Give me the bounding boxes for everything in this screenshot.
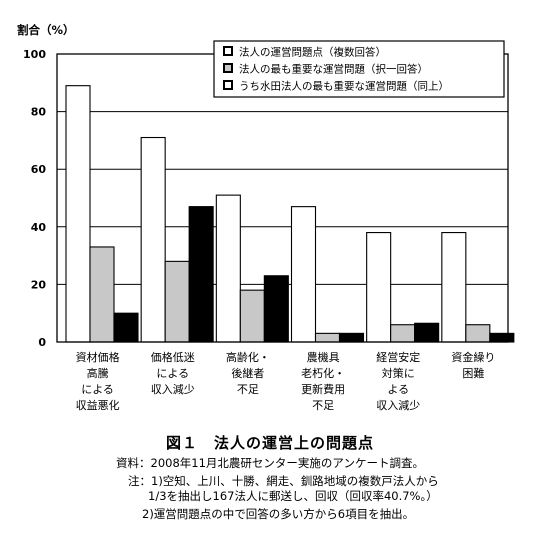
gridlines: [57, 111, 508, 285]
bar-s3-c3: [263, 275, 289, 343]
bar-s2-c4: [314, 332, 341, 343]
category-label: 困難: [462, 367, 484, 380]
y-tick-labels: 0 20 40 60 80 100: [23, 48, 46, 349]
figure-source: 資料：2008年11月北農研センター実施のアンケート調査。: [116, 456, 424, 470]
y-axis-label: 割合（%）: [17, 23, 75, 37]
legend-label-3: うち水田法人の最も重要な運営問題（同上）: [239, 80, 449, 93]
bar-s3-c1: [113, 312, 139, 343]
category-label: による: [81, 383, 114, 396]
category-label: による: [156, 367, 189, 380]
bar-s2-c3: [239, 289, 265, 343]
bar-s1-c5: [366, 232, 392, 343]
bar-s1-c4: [290, 206, 317, 343]
category-label: 収益悪化: [76, 398, 120, 412]
bar-s1-c6: [441, 232, 467, 343]
category-label: 経営安定: [376, 350, 420, 364]
bar-s1-c3: [215, 194, 241, 343]
category-label: 資金繰り: [451, 350, 495, 364]
category-label: 不足: [312, 399, 334, 412]
bar-s1-c1: [65, 85, 91, 343]
figure-title: 図１ 法人の運営上の問題点: [165, 434, 374, 452]
y-tick-label: 40: [31, 221, 47, 234]
category-label: 更新費用: [301, 382, 345, 396]
y-tick-label: 60: [31, 163, 47, 176]
y-tick-label: 80: [31, 106, 47, 119]
legend-swatch-3: [223, 80, 233, 90]
bar-s2-c2: [164, 260, 190, 343]
y-tick-label: 0: [38, 336, 46, 349]
category-label: 農機具: [307, 350, 340, 364]
legend: 法人の運営問題点（複数回答） 法人の最も重要な運営問題（択一回答） うち水田法人の最…: [213, 40, 505, 98]
category-label: 不足: [237, 383, 259, 396]
y-tick-label: 100: [23, 48, 46, 61]
legend-swatch-1: [223, 46, 233, 56]
legend-label-2: 法人の最も重要な運営問題（択一回答）: [239, 63, 428, 76]
bar-s3-c5: [414, 322, 440, 343]
category-label: よる: [387, 383, 409, 396]
bar-s2-c6: [465, 324, 491, 343]
figure-note-1-continued: 1/3を抽出し167法人に郵送し、回収（回収率40.7%。）: [148, 489, 438, 503]
figure-note-1: 注：1)空知、上川、十勝、網走、釧路地域の複数戸法人から: [128, 474, 439, 488]
category-label: 後継者: [231, 366, 264, 380]
bar-s3-c4: [338, 332, 365, 343]
legend-label-1: 法人の運営問題点（複数回答）: [239, 46, 386, 59]
bar-s2-c5: [390, 324, 416, 343]
category-label: 高齢化・: [226, 350, 270, 364]
bar-s2-c1: [89, 246, 115, 343]
category-label: 老朽化・: [301, 366, 345, 380]
category-label: 収入減少: [376, 398, 420, 412]
category-label: 対策に: [382, 366, 415, 380]
bars: [65, 85, 515, 343]
legend-swatch-2: [223, 63, 233, 73]
legend-box: [213, 40, 505, 98]
category-label: 収入減少: [151, 382, 195, 396]
bar-s1-c2: [140, 136, 166, 343]
y-tick-label: 20: [31, 278, 47, 291]
category-label: 高騰: [87, 366, 109, 380]
bar-s3-c6: [489, 332, 515, 343]
figure-note-2: 2)運営問題点の中で回答の多い方から6項目を抽出。: [142, 507, 415, 521]
category-label: 資材価格: [76, 350, 120, 364]
category-label: 価格低迷: [151, 350, 195, 364]
category-labels: 資材価格高騰による収益悪化価格低迷による収入減少高齢化・後継者不足農機具老朽化・…: [76, 350, 496, 412]
bar-s3-c2: [188, 206, 214, 343]
